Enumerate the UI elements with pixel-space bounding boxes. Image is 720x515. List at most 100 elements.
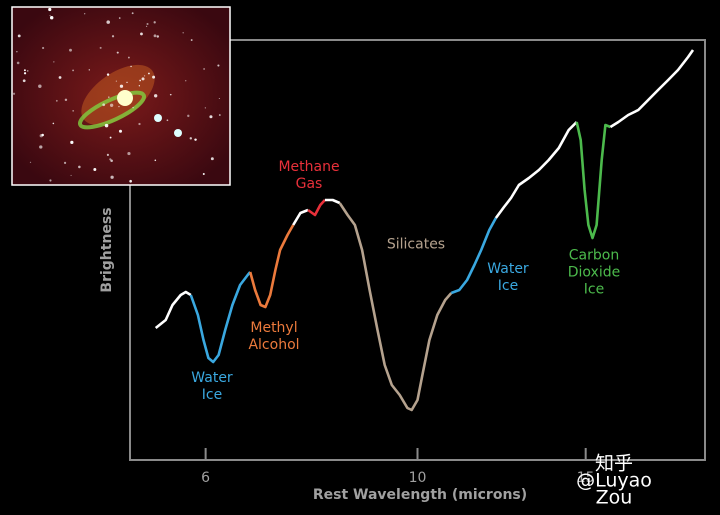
star [152,75,156,79]
star [153,21,156,24]
watermark: 知乎 @Luyao Zou [576,452,652,509]
spectrum-line [450,217,498,295]
star [70,174,72,176]
x-axis-title: Rest Wavelength (microns) [313,487,527,503]
star [217,64,220,67]
star [102,103,106,107]
spectrum-line [324,198,341,205]
star [69,48,72,52]
star [154,159,157,162]
star [202,172,205,175]
star [84,13,86,15]
star [64,98,68,102]
star [119,84,124,88]
star [49,14,51,17]
star [49,179,52,182]
spectrum-line [189,271,252,364]
star [190,39,193,41]
star [55,99,58,102]
star [187,114,190,118]
star [146,23,149,26]
inset-image [11,6,231,186]
star [104,123,109,128]
star [72,69,75,72]
star [48,7,52,12]
feature-label: Water Ice [487,261,529,294]
star [109,136,112,139]
star [166,119,169,122]
spectrum-line [292,208,309,226]
star [153,34,157,38]
star [169,93,172,96]
feature-label: Silicates [386,236,446,253]
star [16,61,20,65]
star [218,97,220,100]
star [88,69,90,71]
star [23,69,26,72]
star [106,20,110,24]
star [182,32,184,34]
star [63,161,67,164]
x-tick-label: 15 [577,470,595,486]
star [106,153,109,156]
star [70,140,74,145]
star [204,107,206,109]
star [132,107,134,109]
star [127,56,130,59]
star [148,72,150,75]
star [115,80,117,82]
star [109,103,114,107]
star [185,80,187,82]
star [189,137,192,140]
star [49,15,54,20]
star [72,110,74,112]
star [58,76,62,79]
star [93,168,97,171]
star [108,96,110,98]
star [106,73,110,76]
spectrum-line [154,290,192,330]
star [138,122,141,126]
star [109,158,112,161]
star [118,129,123,133]
star [153,94,158,98]
spectrum-line [609,49,695,129]
star [17,34,21,38]
star [110,159,113,163]
star [16,51,18,53]
star [53,61,55,63]
star [116,51,119,54]
star [129,179,132,183]
star [131,12,134,15]
star [140,32,143,36]
star [12,92,16,95]
spectrum-line [248,224,295,309]
spectrum-line [338,202,453,412]
star [139,79,142,82]
spectrum-line [307,199,326,217]
star [39,145,43,149]
feature-label: Water Ice [191,370,233,403]
star [41,133,44,137]
x-tick-label: 6 [201,470,210,486]
star [22,79,26,83]
star [110,175,114,179]
star [138,85,140,87]
star [203,68,205,70]
star [218,114,221,116]
star [145,25,148,27]
star [209,115,213,119]
star [118,105,120,108]
spectrum-line [575,121,611,240]
feature-label: Methyl Alcohol [248,320,300,353]
star [111,35,115,38]
star [38,84,42,89]
star [23,72,27,75]
star [194,138,197,141]
star [210,157,214,161]
star [29,161,32,163]
feature-label: Methane Gas [278,159,340,192]
star [126,81,128,84]
